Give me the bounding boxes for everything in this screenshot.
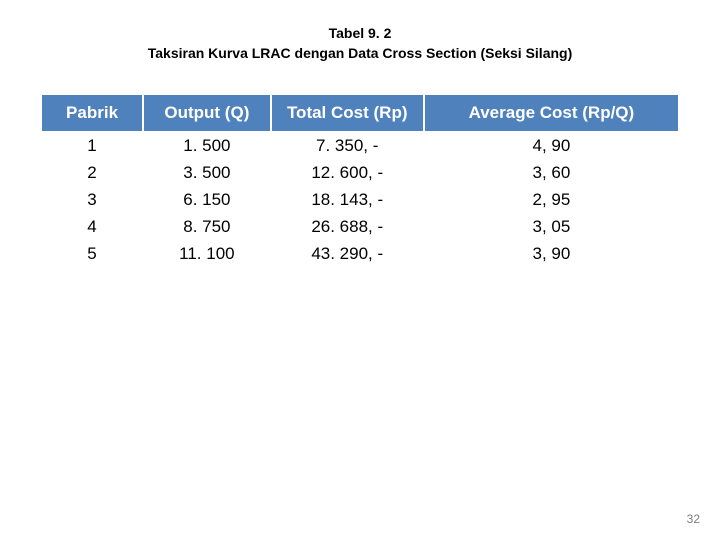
cell-output: 11. 100 <box>143 241 271 268</box>
col-header-output: Output (Q) <box>143 94 271 132</box>
col-header-total-cost: Total Cost (Rp) <box>271 94 424 132</box>
cell-output: 8. 750 <box>143 214 271 241</box>
table-caption: Tabel 9. 2 Taksiran Kurva LRAC dengan Da… <box>0 0 720 63</box>
cell-avg-cost: 4, 90 <box>424 132 679 160</box>
cell-avg-cost: 2, 95 <box>424 187 679 214</box>
cell-pabrik: 2 <box>41 160 143 187</box>
table-row: 1 1. 500 7. 350, - 4, 90 <box>41 132 679 160</box>
table-row: 4 8. 750 26. 688, - 3, 05 <box>41 214 679 241</box>
cell-avg-cost: 3, 60 <box>424 160 679 187</box>
col-header-avg-cost: Average Cost (Rp/Q) <box>424 94 679 132</box>
table-header-row: Pabrik Output (Q) Total Cost (Rp) Averag… <box>41 94 679 132</box>
cell-pabrik: 5 <box>41 241 143 268</box>
cell-total-cost: 18. 143, - <box>271 187 424 214</box>
cell-output: 1. 500 <box>143 132 271 160</box>
cell-output: 6. 150 <box>143 187 271 214</box>
cell-avg-cost: 3, 05 <box>424 214 679 241</box>
page-number: 32 <box>687 512 700 526</box>
cell-total-cost: 7. 350, - <box>271 132 424 160</box>
cell-avg-cost: 3, 90 <box>424 241 679 268</box>
caption-line-2: Taksiran Kurva LRAC dengan Data Cross Se… <box>0 44 720 64</box>
col-header-pabrik: Pabrik <box>41 94 143 132</box>
table-row: 3 6. 150 18. 143, - 2, 95 <box>41 187 679 214</box>
cell-output: 3. 500 <box>143 160 271 187</box>
table-row: 2 3. 500 12. 600, - 3, 60 <box>41 160 679 187</box>
cell-pabrik: 4 <box>41 214 143 241</box>
caption-line-1: Tabel 9. 2 <box>0 24 720 44</box>
table-container: Pabrik Output (Q) Total Cost (Rp) Averag… <box>40 93 680 268</box>
cell-pabrik: 3 <box>41 187 143 214</box>
table-row: 5 11. 100 43. 290, - 3, 90 <box>41 241 679 268</box>
cell-total-cost: 26. 688, - <box>271 214 424 241</box>
cell-total-cost: 12. 600, - <box>271 160 424 187</box>
cell-total-cost: 43. 290, - <box>271 241 424 268</box>
cell-pabrik: 1 <box>41 132 143 160</box>
lrac-table: Pabrik Output (Q) Total Cost (Rp) Averag… <box>40 93 680 268</box>
